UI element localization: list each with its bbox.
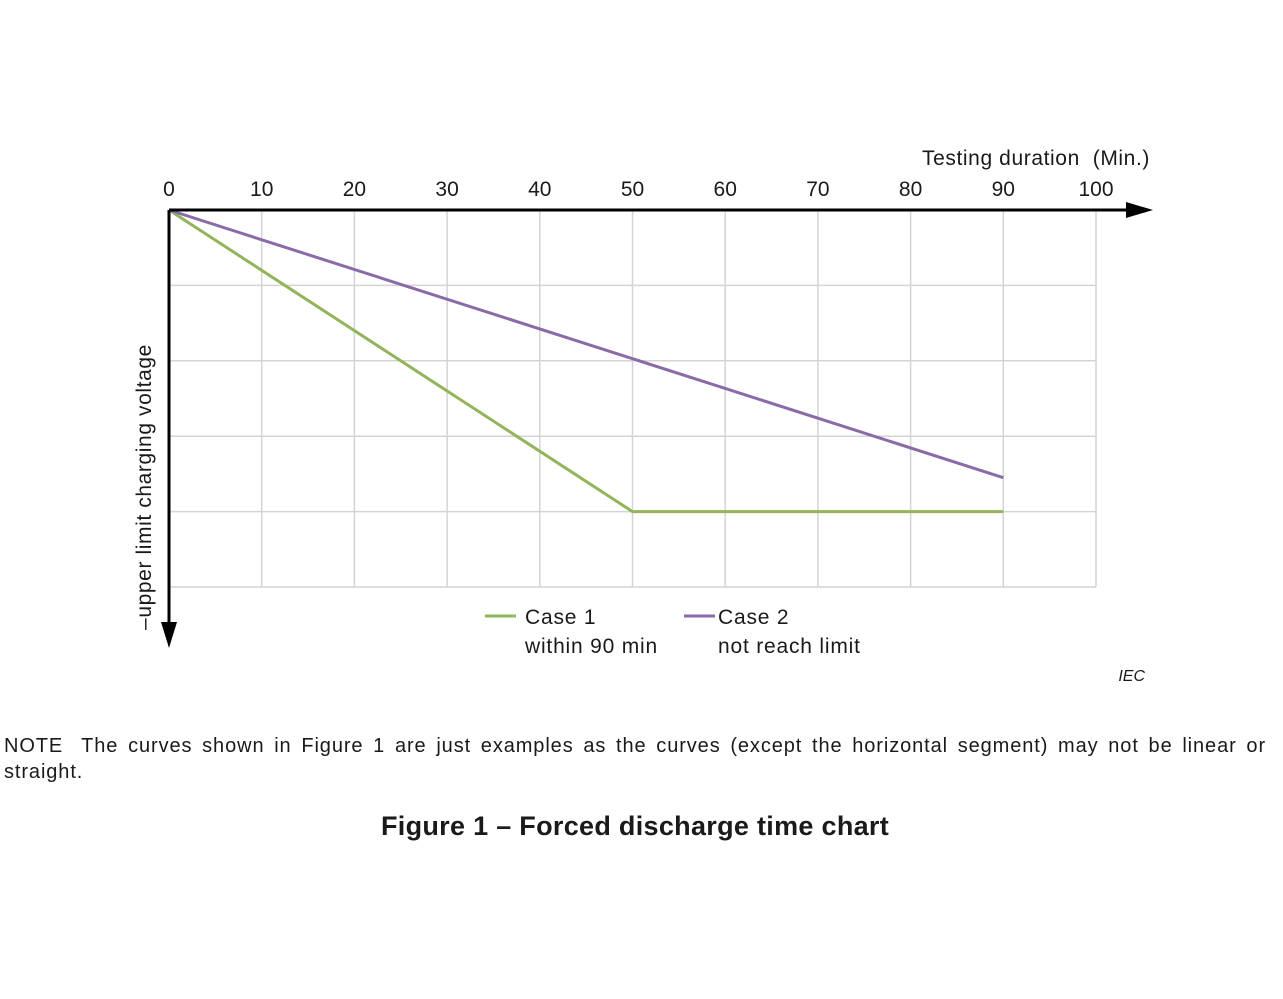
note-text: The curves shown in Figure 1 are just ex… [4,735,1266,783]
legend-label-case-1: Case 1 [525,606,596,629]
x-axis-label: Testing duration (Min.) [922,147,1150,170]
x-tick-label: 70 [806,178,829,201]
series-line-case-2 [168,208,1004,480]
note-label: NOTE [4,735,64,757]
legend-desc-case-2: not reach limit [718,635,861,658]
series-layer [168,208,1004,514]
legend: Case 1 within 90 min Case 2 not reach li… [485,606,861,658]
legend-desc-case-1: within 90 min [524,635,658,658]
x-tick-label: 100 [1078,178,1113,201]
y-axis-label: –upper limit charging voltage [133,344,156,630]
x-tick-label: 10 [250,178,273,201]
series-line-case-1 [168,208,1004,514]
iec-annotation: IEC [1118,668,1145,685]
x-tick-label: 20 [343,178,366,201]
x-tick-label: 50 [621,178,644,201]
x-tick-labels: 0 10 20 30 40 50 60 70 80 90 100 [163,178,1113,201]
x-tick-label: 60 [714,178,737,201]
figure-note: NOTE The curves shown in Figure 1 are jus… [4,733,1266,785]
forced-discharge-chart: 0 10 20 30 40 50 60 70 80 90 100 Testing duration … [133,147,1153,685]
x-tick-label: 40 [528,178,551,201]
x-tick-label: 0 [163,178,175,201]
x-axis-arrowhead [1126,202,1153,218]
x-tick-label: 90 [992,178,1015,201]
figure-caption: Figure 1 – Forced discharge time chart [380,811,890,841]
x-tick-label: 80 [899,178,922,201]
legend-label-case-2: Case 2 [718,606,789,629]
y-axis-arrowhead [161,622,177,648]
x-tick-label: 30 [435,178,458,201]
chart-grid [169,210,1097,588]
